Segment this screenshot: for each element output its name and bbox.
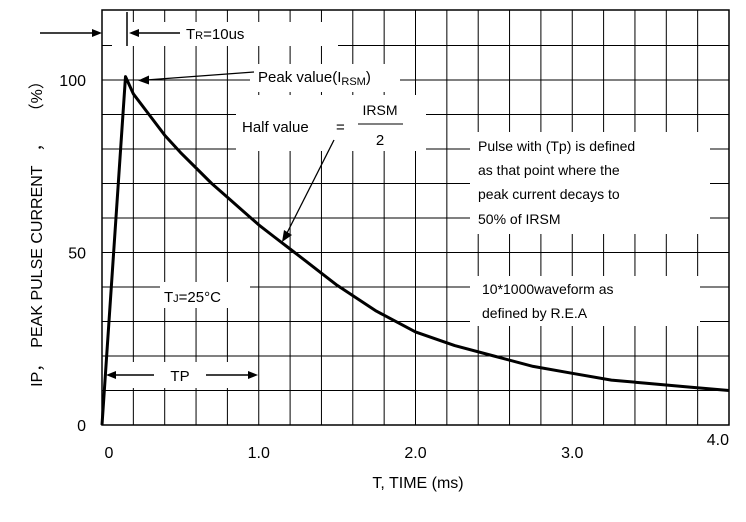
half-pointer xyxy=(282,139,335,242)
pulse-definition: Pulse with (Tp) is defined as that point… xyxy=(478,138,635,227)
pulse-curve xyxy=(100,75,730,426)
y-axis-label: IP，PEAK PULSE CURRENT，（%） xyxy=(28,73,46,387)
half-value-numerator: IRSM xyxy=(363,102,398,118)
waveform-note: 10*1000waveform as defined by R.E.A xyxy=(482,281,614,321)
x-tick-labels: 0 1.0 2.0 3.0 4.0 xyxy=(105,432,730,462)
svg-text:50% of IRSM: 50% of IRSM xyxy=(478,211,560,227)
y-tick-label: 0 xyxy=(77,418,86,435)
label-backgrounds xyxy=(112,22,710,388)
tr-annotation xyxy=(40,12,180,46)
half-value-equals: = xyxy=(336,119,345,136)
x-tick-label: 1.0 xyxy=(248,445,270,462)
y-tick-labels: 0 50 100 xyxy=(59,73,86,435)
tr-label: TR=10us xyxy=(186,26,244,43)
tp-label: TP xyxy=(170,368,189,385)
tp-span xyxy=(106,371,258,379)
y-tick-label: 100 xyxy=(59,73,86,90)
x-tick-label: 4.0 xyxy=(707,432,729,449)
peak-label: Peak value(IRSM) xyxy=(258,69,371,88)
svg-text:peak current decays to: peak current decays to xyxy=(478,186,620,202)
svg-text:defined by R.E.A: defined by R.E.A xyxy=(482,305,588,321)
plot-frame xyxy=(101,9,730,426)
y-tick-label: 50 xyxy=(68,246,86,263)
half-value-label: Half value xyxy=(242,119,309,136)
half-value-denominator: 2 xyxy=(376,132,384,149)
x-axis-label: T, TIME (ms) xyxy=(372,475,463,492)
tj-label: TJ=25°C xyxy=(164,289,221,306)
x-tick-label: 0 xyxy=(105,445,114,462)
svg-text:Pulse with (Tp) is defined: Pulse with (Tp) is defined xyxy=(478,138,635,154)
x-tick-label: 3.0 xyxy=(561,445,583,462)
svg-text:as that point where the: as that point where the xyxy=(478,162,620,178)
x-tick-label: 2.0 xyxy=(404,445,426,462)
peak-pointer xyxy=(138,71,255,85)
svg-text:10*1000waveform as: 10*1000waveform as xyxy=(482,281,614,297)
